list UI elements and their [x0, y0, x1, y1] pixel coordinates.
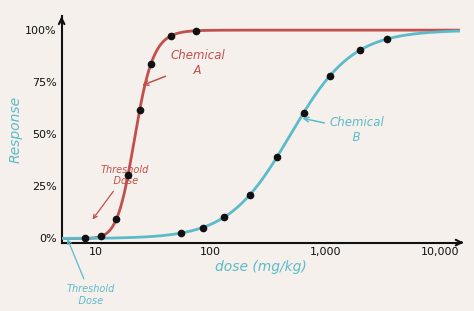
Text: Chemical
      B: Chemical B — [304, 116, 384, 144]
Text: Threshold
    Dose: Threshold Dose — [93, 165, 149, 218]
Y-axis label: Response: Response — [9, 95, 22, 163]
Text: Chemical
      A: Chemical A — [144, 49, 226, 85]
X-axis label: dose (mg/kg): dose (mg/kg) — [215, 260, 307, 274]
Text: Threshold
    Dose: Threshold Dose — [66, 240, 115, 306]
